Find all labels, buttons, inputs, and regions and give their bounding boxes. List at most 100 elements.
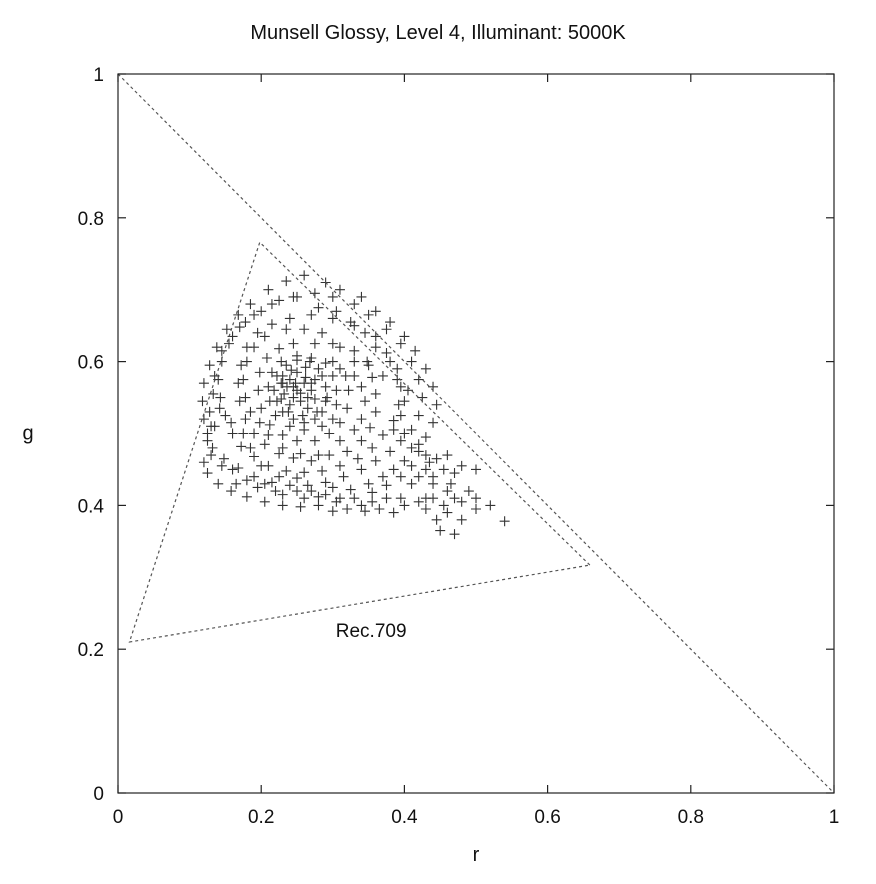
data-point: [276, 393, 287, 404]
data-point: [245, 442, 256, 453]
data-point: [327, 414, 338, 425]
data-point: [215, 392, 226, 403]
data-point: [327, 313, 338, 324]
data-point: [302, 403, 313, 414]
data-point: [456, 496, 467, 507]
chart-title: Munsell Glossy, Level 4, Illuminant: 500…: [250, 22, 626, 44]
data-point: [306, 486, 317, 497]
data-point: [198, 378, 209, 389]
data-point: [299, 424, 310, 435]
spectral-line: [117, 73, 835, 794]
data-point: [349, 424, 360, 435]
data-point: [252, 482, 263, 493]
y-tick-label: 0.2: [78, 640, 104, 661]
data-point: [327, 482, 338, 493]
data-point: [221, 324, 232, 335]
data-point: [297, 410, 308, 421]
data-point: [388, 415, 399, 426]
data-point: [349, 345, 360, 356]
data-point: [226, 417, 237, 428]
data-point: [286, 365, 297, 376]
data-point: [306, 455, 317, 466]
data-point: [284, 421, 295, 432]
data-point: [342, 503, 353, 514]
data-point: [377, 471, 388, 482]
data-point: [223, 338, 234, 349]
data-point: [313, 363, 324, 374]
data-point: [385, 446, 396, 457]
y-tick-label: 1: [93, 65, 104, 86]
data-point: [320, 396, 331, 407]
data-point: [284, 480, 295, 491]
y-tick-label: 0: [93, 784, 104, 805]
data-point: [292, 350, 302, 361]
data-point: [309, 338, 320, 349]
plot-frame: [117, 73, 835, 794]
data-point: [406, 424, 417, 435]
data-point: [263, 284, 274, 295]
data-point: [442, 486, 453, 497]
data-point: [309, 393, 320, 404]
data-point: [270, 486, 281, 497]
data-point: [263, 429, 274, 440]
data-point: [420, 464, 431, 475]
data-point: [356, 435, 367, 446]
x-tick-label: 1: [829, 807, 840, 828]
data-point: [231, 478, 242, 489]
data-point: [334, 342, 345, 353]
ticks-layer: 0 0.2 0.4 0.6 0.8 1 0 0.2 0.4 0.6 0.8 1: [78, 65, 840, 828]
data-point: [211, 342, 222, 353]
data-point: [295, 396, 306, 407]
data-point: [274, 343, 285, 354]
data-point: [431, 399, 442, 410]
data-point: [249, 471, 260, 482]
data-point: [334, 460, 345, 471]
data-point: [266, 299, 277, 310]
data-point: [331, 399, 342, 410]
y-tick-label: 0.4: [78, 496, 105, 517]
data-point: [198, 414, 209, 425]
data-point: [449, 468, 460, 479]
data-point: [292, 486, 302, 497]
data-point: [395, 471, 406, 482]
data-point: [261, 353, 272, 364]
data-point: [259, 478, 270, 489]
data-point: [370, 331, 381, 342]
data-point: [367, 487, 378, 498]
data-point: [274, 448, 285, 459]
data-point: [413, 496, 424, 507]
data-point: [420, 450, 431, 461]
data-point: [324, 428, 335, 439]
data-point: [295, 501, 306, 512]
data-point: [240, 317, 251, 328]
data-point: [249, 428, 260, 439]
data-point: [456, 460, 467, 471]
data-point: [233, 309, 244, 320]
data-point: [334, 363, 345, 374]
data-point: [370, 455, 381, 466]
data-point: [356, 414, 367, 425]
data-point: [279, 388, 290, 399]
data-point: [249, 451, 260, 462]
data-point: [349, 299, 360, 310]
data-point: [449, 493, 460, 504]
data-point: [431, 453, 442, 464]
data-point: [420, 432, 431, 443]
data-point: [413, 410, 424, 421]
data-point: [227, 464, 238, 475]
data-point: [281, 276, 292, 287]
data-point: [249, 342, 260, 353]
lines-layer: [117, 73, 835, 794]
data-point: [367, 496, 378, 507]
data-point: [206, 421, 217, 432]
data-point: [299, 324, 310, 335]
x-tick-label: 0.6: [534, 807, 560, 828]
gamut-label: Rec.709: [336, 621, 407, 642]
data-point: [442, 507, 453, 518]
data-point: [388, 424, 399, 435]
data-point: [220, 410, 231, 421]
data-point: [216, 460, 227, 471]
data-point: [395, 435, 406, 446]
data-point: [374, 503, 385, 514]
